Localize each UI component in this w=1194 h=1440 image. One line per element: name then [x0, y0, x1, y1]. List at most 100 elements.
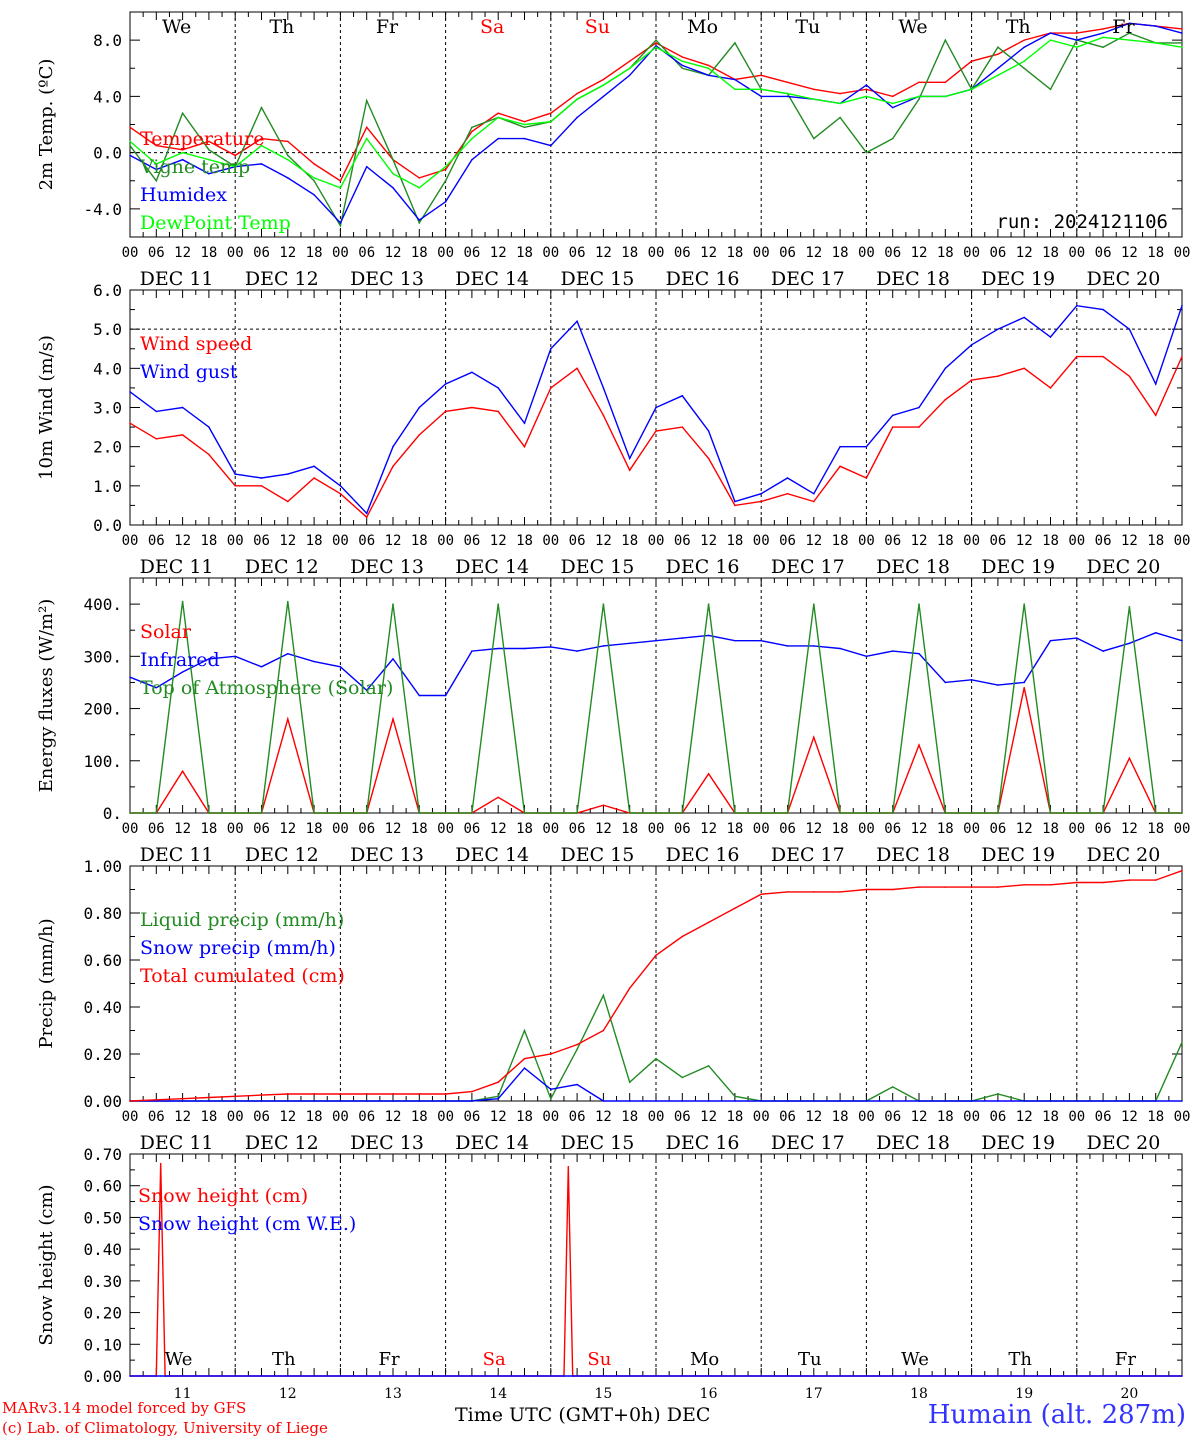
data-point [813, 88, 815, 91]
data-point [365, 516, 368, 518]
data-point [392, 445, 394, 448]
y-tick-label: 300. [83, 647, 122, 666]
hour-label: 18 [306, 245, 323, 261]
data-point [1181, 46, 1183, 48]
data-point [576, 1043, 578, 1046]
date-label: DEC 19 [981, 556, 1055, 578]
hour-label: 06 [779, 533, 796, 549]
data-point [734, 812, 736, 814]
data-point [129, 422, 131, 424]
hour-label: 00 [963, 245, 980, 261]
y-tick-label: 0.00 [83, 1367, 122, 1386]
data-point [1023, 60, 1025, 63]
data-point [944, 886, 947, 888]
hour-label: 12 [1121, 1109, 1138, 1125]
hour-label: 12 [174, 533, 191, 549]
legend-entry: Infrared [140, 649, 220, 671]
data-point [208, 140, 210, 143]
run-label: run: 2024121106 [996, 211, 1168, 233]
data-point [260, 812, 263, 814]
hour-label: 18 [1147, 245, 1164, 261]
data-point [287, 652, 289, 655]
data-point [287, 140, 289, 143]
data-point [418, 222, 421, 224]
data-point [155, 179, 158, 182]
data-point [208, 812, 210, 814]
data-point [681, 394, 684, 397]
hour-label: 06 [569, 533, 586, 549]
data-point [655, 44, 657, 47]
hour-label: 18 [200, 533, 217, 549]
hour-label: 18 [1042, 1109, 1059, 1125]
data-point [918, 603, 920, 605]
date-label: DEC 20 [1086, 1132, 1160, 1154]
hour-label: 12 [700, 821, 717, 837]
data-point [918, 426, 920, 428]
data-point [628, 812, 631, 814]
date-label: DEC 19 [981, 1132, 1055, 1154]
data-point [1181, 304, 1183, 307]
data-point [970, 60, 973, 63]
data-point [418, 1093, 421, 1095]
x-axis-unit: DEC [666, 1404, 711, 1426]
data-point [550, 347, 552, 350]
data-point [1049, 88, 1052, 91]
data-point [497, 137, 500, 140]
data-point [471, 1100, 473, 1102]
y-tick-label: 100. [83, 752, 122, 771]
data-point [1181, 869, 1183, 872]
data-point [944, 39, 947, 41]
data-point [365, 165, 368, 168]
data-point [471, 137, 473, 140]
data-point [497, 410, 500, 413]
hour-label: 18 [621, 245, 638, 261]
day-name-top: Th [269, 16, 294, 38]
data-point [287, 158, 289, 161]
data-point [655, 46, 657, 48]
data-point [918, 744, 920, 746]
hour-label: 18 [621, 1109, 638, 1125]
day-name-bottom: We [901, 1349, 929, 1370]
hour-label: 06 [674, 533, 691, 549]
data-point [891, 95, 894, 98]
date-label: DEC 18 [876, 844, 950, 866]
data-point [208, 172, 210, 175]
data-point [1102, 308, 1104, 311]
hour-label: 06 [148, 1109, 165, 1125]
data-point [418, 812, 421, 814]
y-tick-label: 0.40 [83, 998, 122, 1017]
hour-label: 06 [884, 245, 901, 261]
data-point [628, 1081, 631, 1083]
data-point [918, 98, 920, 100]
data-point [313, 177, 315, 179]
data-point [944, 81, 947, 84]
data-point [1102, 812, 1104, 814]
data-point [129, 391, 131, 393]
hour-label: 00 [963, 533, 980, 549]
data-point [208, 453, 210, 456]
data-point [944, 681, 947, 684]
data-point [365, 1100, 368, 1102]
data-point [313, 812, 315, 814]
data-point [707, 430, 710, 432]
hour-label: 18 [516, 533, 533, 549]
hour-label: 12 [1121, 533, 1138, 549]
hour-label: 18 [1042, 821, 1059, 837]
data-point [155, 686, 158, 689]
data-point [1023, 39, 1025, 41]
data-point [1181, 1100, 1183, 1102]
hour-label: 06 [253, 245, 270, 261]
hour-label: 18 [411, 1109, 428, 1125]
data-point [918, 81, 920, 84]
data-point [786, 492, 789, 495]
data-point [576, 650, 578, 652]
data-point [313, 1093, 315, 1095]
day-number: 13 [384, 1386, 402, 1402]
data-point [1181, 28, 1183, 30]
data-point [234, 154, 236, 157]
day-name-top: We [898, 16, 927, 38]
hour-label: 18 [726, 821, 743, 837]
data-point [497, 1095, 500, 1098]
y-tick-label: 200. [83, 700, 122, 719]
y-tick-label: 0. [103, 804, 122, 823]
